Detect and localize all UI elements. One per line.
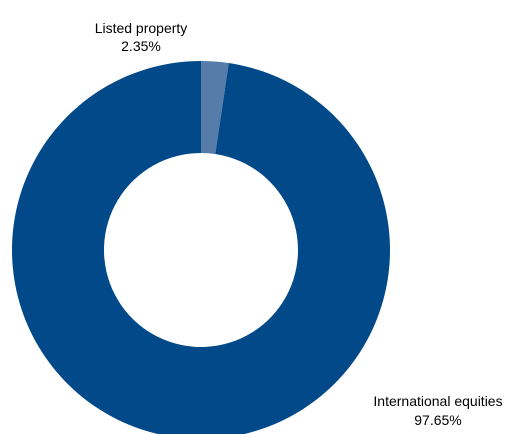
slice-label-international-equities-name: International equities <box>373 393 502 409</box>
slice-label-listed-property-name: Listed property <box>95 20 188 36</box>
slice-label-international-equities-value: 97.65% <box>414 412 461 428</box>
donut-slices <box>12 61 390 434</box>
slice-listed-property <box>201 61 229 155</box>
slice-label-listed-property-value: 2.35% <box>121 38 161 54</box>
slice-international-equities <box>12 61 390 434</box>
